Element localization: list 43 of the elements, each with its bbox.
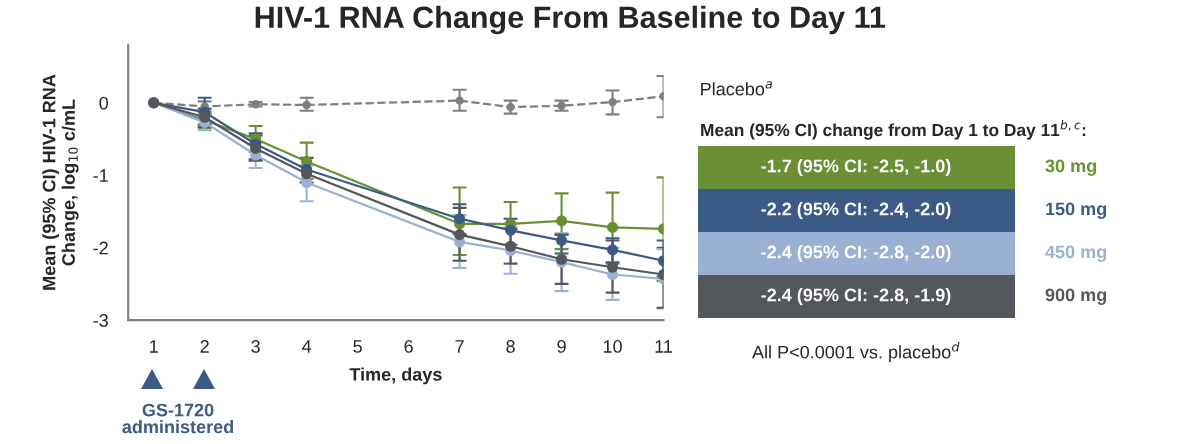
text: Mean (95% CI) change from Day 1 to Day 11$^{b,c}$: [701, 120, 1086, 140]
x-tick-label: 4 [302, 340, 312, 353]
x-tick-label: 2 [200, 340, 209, 353]
text: -2.4 (95% CI: -2.8, -1.9) [761, 288, 951, 305]
point [250, 142, 262, 154]
x-axis-title: Time, days [349, 367, 442, 385]
y-tick-label: -2 [93, 241, 108, 255]
x-tick-label: 1 [150, 340, 158, 353]
text: 900 mg [1045, 288, 1107, 305]
text: All P<0.0001 vs. placebo$^{d}$ [752, 341, 960, 363]
x-tick-label: 10 [603, 340, 622, 353]
x-tick-label: 3 [251, 340, 260, 353]
point [454, 229, 466, 241]
text: -2.4 (95% CI: -2.8, -2.0) [761, 245, 951, 262]
x-tick-label: 7 [455, 340, 464, 353]
series-label: Placebo$^{a}$ [701, 81, 772, 96]
text: 450 mg [1045, 245, 1107, 262]
x-tick-label: 8 [506, 340, 515, 353]
point [505, 240, 517, 252]
x-tick-label: 9 [557, 340, 566, 353]
point [608, 97, 617, 107]
point [505, 224, 517, 236]
point [606, 221, 619, 233]
x-tick-label: 11 [655, 340, 673, 353]
text: 150 mg [1046, 202, 1107, 219]
point [455, 96, 464, 105]
y-tick-label: 0 [99, 96, 109, 110]
point [606, 261, 619, 273]
point [301, 168, 313, 180]
y-tick-label: -1 [93, 169, 108, 182]
point [556, 215, 568, 227]
x-tick-label: 6 [404, 340, 413, 353]
point [454, 213, 466, 225]
y-axis-title: Mean (95% CI) HIV-1 RNA Change, log$_{10}$ c/mL [42, 74, 79, 290]
chart-title: HIV-1 RNA Change From Baseline to Day 11 [255, 5, 886, 35]
point [556, 234, 568, 246]
x-tick-label: 5 [353, 340, 362, 353]
point [606, 244, 619, 256]
text: -1.7 (95% CI: -2.5, -1.0) [761, 159, 951, 176]
text: -2.2 (95% CI: -2.4, -2.0) [761, 202, 951, 219]
text: GS-1720 administered [122, 403, 233, 434]
text: 30 mg [1045, 159, 1096, 176]
y-tick-label: -3 [93, 314, 108, 327]
